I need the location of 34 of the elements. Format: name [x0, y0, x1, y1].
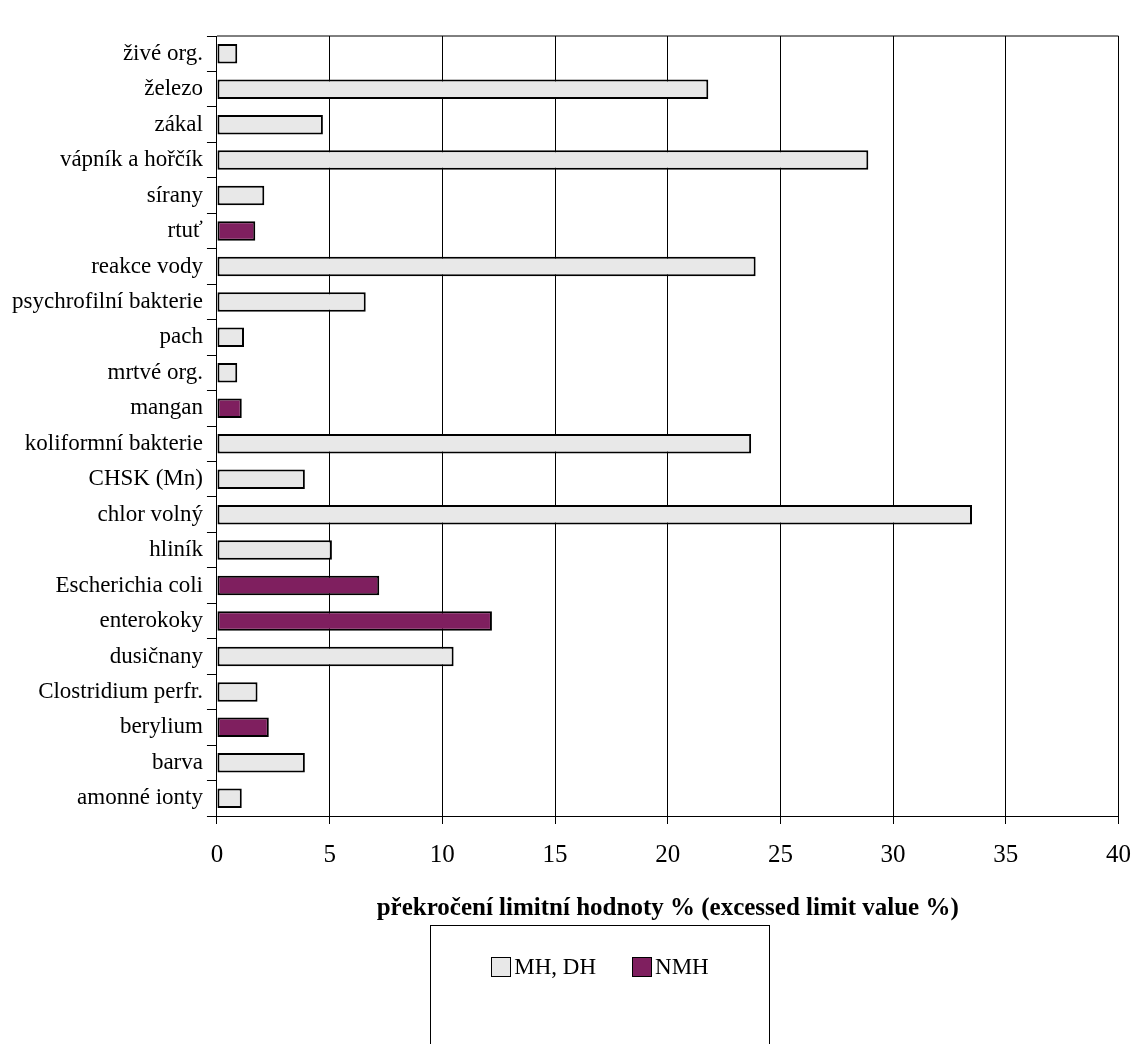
- y-tick-label: chlor volný: [97, 500, 204, 526]
- y-tick-label: mangan: [130, 394, 204, 420]
- x-tick-label: 10: [429, 839, 455, 867]
- y-tick-label: amonné ionty: [77, 784, 204, 810]
- y-tick-label: železo: [144, 75, 203, 101]
- y-tick-label: vápník a hořčík: [59, 146, 204, 172]
- y-tick-label: sírany: [146, 181, 204, 207]
- x-tick-label: 0: [210, 839, 224, 867]
- x-tick-label: 40: [1106, 839, 1131, 867]
- x-tick-label: 15: [542, 839, 568, 867]
- y-tick-label: enterokoky: [99, 607, 204, 633]
- y-tick-label: pach: [159, 323, 204, 349]
- y-tick-label: mrtvé org.: [107, 358, 203, 384]
- legend-label: NMH: [655, 954, 709, 980]
- y-tick-label: dusičnany: [109, 642, 204, 668]
- y-tick-label: Escherichia coli: [55, 571, 203, 597]
- x-tick-label: 5: [323, 839, 336, 867]
- y-tick-label: CHSK (Mn): [88, 465, 203, 491]
- x-tick-label: 25: [767, 839, 793, 867]
- y-tick-label: koliformní bakterie: [24, 429, 203, 455]
- legend-label: MH, DH: [514, 954, 597, 980]
- y-tick-label: zákal: [154, 110, 203, 136]
- x-tick-label: 35: [993, 839, 1019, 867]
- y-tick-label: reakce vody: [91, 252, 204, 278]
- x-tick-label: 20: [655, 839, 681, 867]
- y-tick-label: berylium: [119, 713, 204, 739]
- x-tick-label: 30: [880, 839, 906, 867]
- y-tick-label: živé org.: [122, 39, 203, 65]
- y-tick-label: barva: [151, 748, 203, 774]
- y-tick-label: rtuť: [167, 217, 204, 243]
- y-tick-label: hliník: [149, 536, 204, 562]
- y-tick-label: psychrofilní bakterie: [11, 287, 203, 313]
- y-tick-label: Clostridium perfr.: [38, 677, 203, 703]
- x-axis-title: překročení limitní hodnoty % (excessed limit value %): [376, 893, 959, 922]
